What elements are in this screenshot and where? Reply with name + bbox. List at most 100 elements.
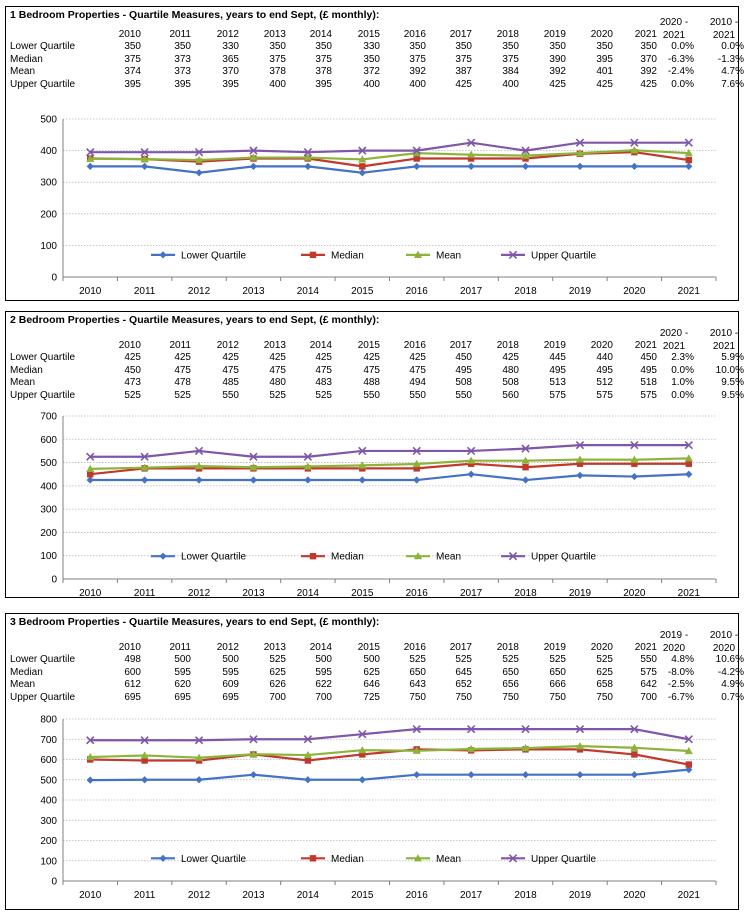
change-period-start: 2019 - [659, 630, 689, 641]
table-cell: 513 [549, 377, 566, 388]
table-cell: 425 [455, 78, 472, 90]
table-cell: 475 [315, 364, 332, 376]
y-tick-label: 400 [40, 796, 57, 807]
change-cell: 5.9% [721, 352, 744, 363]
legend-label: Upper Quartile [531, 854, 596, 865]
table-cell: 498 [124, 654, 141, 665]
table-cell: 643 [409, 679, 426, 690]
year-header: 2021 [634, 642, 657, 653]
y-tick-label: 100 [40, 551, 57, 562]
data-point [249, 452, 258, 461]
series-line [90, 457, 689, 470]
change-period-header: 2020 - 2021 [646, 16, 702, 42]
table-cell: 525 [124, 389, 141, 401]
data-point [413, 162, 421, 170]
table-cell: 495 [455, 364, 472, 376]
data-point [194, 155, 204, 164]
change-cell: 4.8% [671, 654, 694, 665]
table-cell: 400 [502, 78, 519, 90]
row-label: Median [10, 666, 43, 678]
table-cell: 658 [596, 679, 613, 690]
table-cell: 425 [549, 78, 566, 90]
data-point [576, 771, 584, 779]
table-cell: 425 [124, 352, 141, 363]
data-point [685, 156, 692, 164]
year-header: 2013 [263, 340, 286, 351]
x-tick-label: 2018 [514, 588, 537, 599]
year-header: 2012 [216, 340, 239, 351]
table-cell: 330 [222, 41, 239, 52]
x-tick-label: 2013 [242, 588, 265, 599]
legend-item: Median [301, 250, 364, 261]
data-point [140, 751, 149, 759]
legend-label: Mean [436, 552, 461, 563]
year-header: 2017 [449, 642, 472, 653]
legend-label: Upper Quartile [531, 250, 596, 261]
legend-item: Median [301, 854, 364, 865]
x-tick-label: 2019 [569, 286, 592, 297]
series-line [90, 745, 689, 759]
data-point [521, 744, 530, 752]
table-cell: 495 [596, 364, 613, 376]
data-point [141, 162, 149, 170]
series-line [90, 748, 689, 766]
data-point [249, 771, 258, 779]
data-point [575, 742, 585, 750]
table-cell: 600 [124, 666, 141, 678]
table-cell: 392 [549, 66, 566, 77]
change-cell: 1.0% [671, 377, 694, 388]
table-cell: 392 [409, 66, 426, 77]
x-tick-label: 2020 [623, 588, 646, 599]
table-cell: 575 [549, 389, 566, 401]
table-cell: 395 [124, 78, 141, 90]
data-point [358, 461, 367, 469]
y-tick-label: 0 [51, 273, 57, 284]
data-point [521, 151, 530, 159]
table-cell: 625 [596, 666, 613, 678]
data-point [630, 724, 639, 734]
data-point [358, 476, 366, 484]
x-tick-label: 2016 [406, 890, 429, 901]
legend-label: Mean [436, 854, 461, 865]
change-cell: 10.0% [715, 364, 744, 376]
x-tick-label: 2010 [79, 588, 102, 599]
x-tick-label: 2013 [242, 286, 265, 297]
year-header: 2018 [496, 29, 519, 40]
table-cell: 400 [269, 78, 286, 90]
data-point [576, 746, 584, 753]
table-cell: 650 [502, 666, 519, 678]
x-tick-label: 2014 [297, 588, 320, 599]
data-point [684, 149, 693, 157]
year-header: 2010 [118, 642, 141, 653]
data-point [412, 446, 421, 456]
table-cell: 475 [222, 364, 239, 376]
table-cell: 550 [363, 389, 380, 401]
year-header: 2011 [169, 642, 191, 653]
table-cell: 508 [455, 377, 472, 388]
legend-item: Upper Quartile [501, 854, 596, 865]
table-cell: 483 [315, 377, 332, 388]
legend-label: Median [331, 854, 364, 865]
series-mean [86, 146, 693, 164]
data-point [141, 776, 149, 784]
data-point [684, 440, 693, 450]
data-point [86, 154, 95, 162]
data-point [467, 470, 475, 478]
row-label: Median [10, 53, 43, 65]
data-point [631, 751, 638, 758]
table-cell: 695 [124, 691, 141, 703]
year-header: 2019 [543, 340, 566, 351]
table-cell: 550 [455, 389, 472, 401]
legend-item: Mean [406, 250, 461, 261]
data-point [467, 771, 475, 779]
table-cell: 400 [363, 78, 380, 90]
data-point [521, 456, 530, 464]
data-point [575, 724, 585, 734]
table-cell: 425 [363, 352, 380, 363]
table-cell: 500 [363, 654, 380, 665]
table-cell: 725 [363, 691, 380, 703]
table-cell: 525 [596, 654, 613, 665]
year-header: 2020 [590, 340, 613, 351]
data-point [412, 459, 421, 468]
table-cell: 350 [124, 41, 141, 52]
